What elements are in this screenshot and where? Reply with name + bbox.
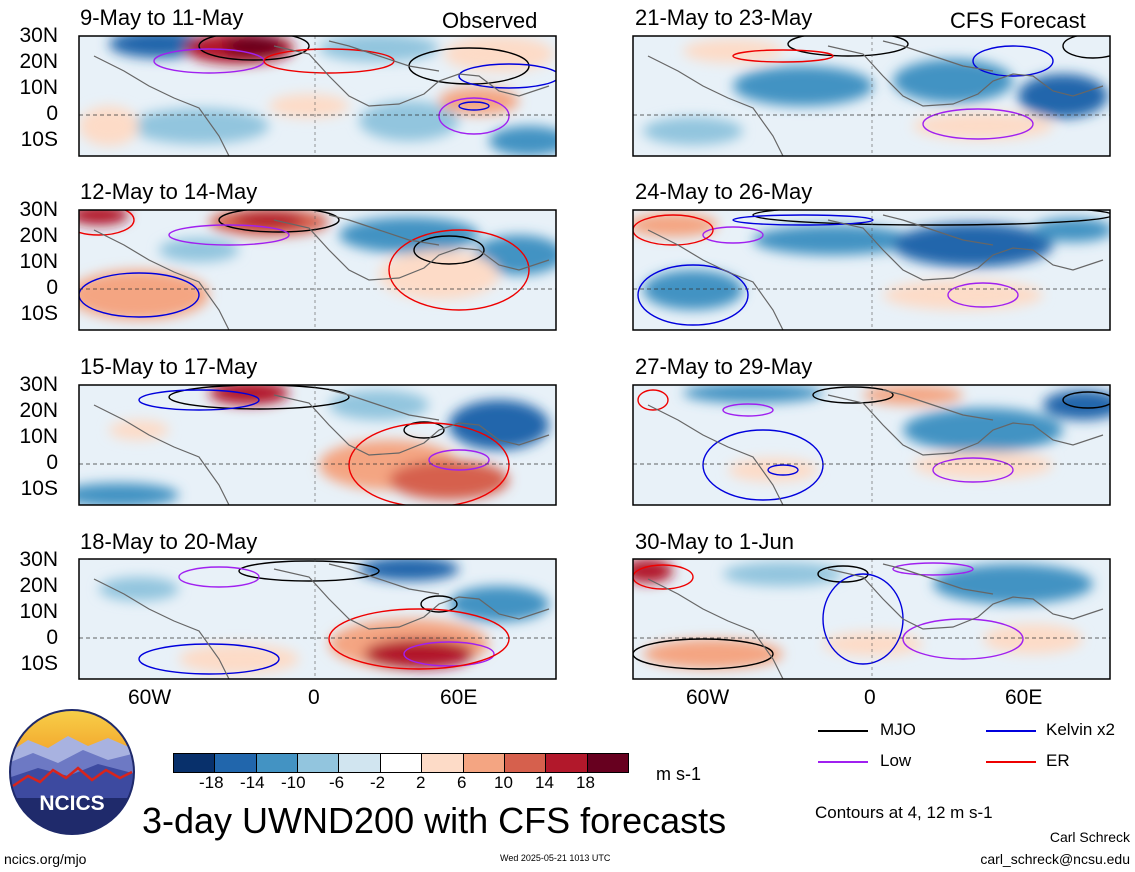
lat-label: 10S [20, 652, 58, 675]
lat-label: 20N [19, 50, 58, 73]
colorbar-tick: -14 [240, 773, 265, 792]
lat-label: 10S [20, 128, 58, 151]
colorbar-tick: 14 [535, 773, 554, 792]
panel-right-3 [632, 384, 1111, 506]
colorbar-tick: 18 [576, 773, 595, 792]
lat-label: 30N [19, 548, 58, 571]
colorbar-tick: 10 [494, 773, 513, 792]
colorbar [173, 753, 629, 773]
panel-left-4 [78, 558, 557, 680]
legend-line-er [986, 761, 1036, 763]
colorbar-tick: -18 [199, 773, 224, 792]
footer-email[interactable]: carl_schreck@ncsu.edu [980, 851, 1130, 867]
colorbar-swatch [546, 754, 588, 772]
lat-label: 10N [19, 76, 58, 99]
lat-label: 0 [46, 451, 58, 474]
lat-label: 0 [46, 102, 58, 125]
legend-label-er: ER [1046, 751, 1070, 770]
panel-title-right-1: 21-May to 23-May [635, 5, 813, 30]
lat-label: 0 [46, 626, 58, 649]
legend-line-mjo [818, 730, 868, 732]
footer-author: Carl Schreck [1049, 829, 1130, 845]
lat-label: 30N [19, 198, 58, 221]
lat-label: 10N [19, 600, 58, 623]
panel-right-1 [632, 35, 1111, 157]
legend-line-low [818, 761, 868, 763]
footer-url[interactable]: ncics.org/mjo [4, 851, 87, 867]
legend-label-kelvin: Kelvin x2 [1046, 720, 1115, 739]
lat-label: 10S [20, 302, 58, 325]
colorbar-swatch [339, 754, 381, 772]
colorbar-swatch [587, 754, 628, 772]
lon-label-left-60e: 60E [440, 686, 478, 709]
panel-left-3 [78, 384, 557, 506]
panel-title-left-2: 12-May to 14-May [80, 179, 258, 204]
panel-title-left-3: 15-May to 17-May [80, 354, 258, 379]
colorbar-swatch [256, 754, 299, 772]
lon-label-left-60w: 60W [128, 686, 172, 709]
lat-label: 30N [19, 373, 58, 396]
lat-label: 10N [19, 425, 58, 448]
panel-title-right-2: 24-May to 26-May [635, 179, 813, 204]
colorbar-swatch [298, 754, 340, 772]
colorbar-swatch [504, 754, 547, 772]
logo-text: NCICS [39, 792, 104, 815]
footer-timestamp: Wed 2025-05-21 1013 UTC [500, 853, 611, 863]
lat-label: 30N [19, 24, 58, 47]
legend-label-low: Low [880, 751, 912, 770]
colorbar-swatch [174, 754, 216, 772]
main-title: 3-day UWND200 with CFS forecasts [142, 800, 727, 841]
lat-label: 20N [19, 574, 58, 597]
panel-right-4 [632, 558, 1111, 680]
panel-title-right-4: 30-May to 1-Jun [635, 529, 794, 554]
panel-left-2 [78, 209, 557, 331]
panel-title-right-3: 27-May to 29-May [635, 354, 813, 379]
lat-label: 20N [19, 224, 58, 247]
lat-label: 20N [19, 399, 58, 422]
colorbar-tick: 2 [416, 773, 426, 792]
lon-label-left-0: 0 [308, 686, 320, 709]
legend-label-mjo: MJO [880, 720, 916, 739]
colorbar-swatch [380, 754, 423, 772]
observed-label: Observed [442, 8, 538, 33]
lon-label-right-0: 0 [864, 686, 876, 709]
colorbar-tick: -2 [370, 773, 386, 792]
legend-line-kelvin [986, 730, 1036, 732]
panel-title-left-4: 18-May to 20-May [80, 529, 258, 554]
cfs-forecast-label: CFS Forecast [950, 8, 1086, 33]
panel-title-left-1: 9-May to 11-May [80, 5, 244, 30]
colorbar-tick: 6 [457, 773, 467, 792]
lon-label-right-60w: 60W [686, 686, 730, 709]
map-panels [78, 35, 1111, 680]
contours-note: Contours at 4, 12 m s-1 [815, 803, 993, 822]
colorbar-units: m s-1 [656, 764, 701, 784]
lon-label-right-60e: 60E [1005, 686, 1043, 709]
colorbar-swatch [422, 754, 464, 772]
panel-left-1 [78, 35, 557, 157]
lat-label: 10N [19, 250, 58, 273]
lat-label: 0 [46, 276, 58, 299]
lat-label: 10S [20, 477, 58, 500]
panel-right-2 [632, 209, 1111, 331]
colorbar-swatch [463, 754, 505, 772]
colorbar-tick: -6 [329, 773, 345, 792]
ncics-logo: NCICS [9, 709, 135, 835]
colorbar-swatch [215, 754, 257, 772]
colorbar-tick: -10 [281, 773, 306, 792]
